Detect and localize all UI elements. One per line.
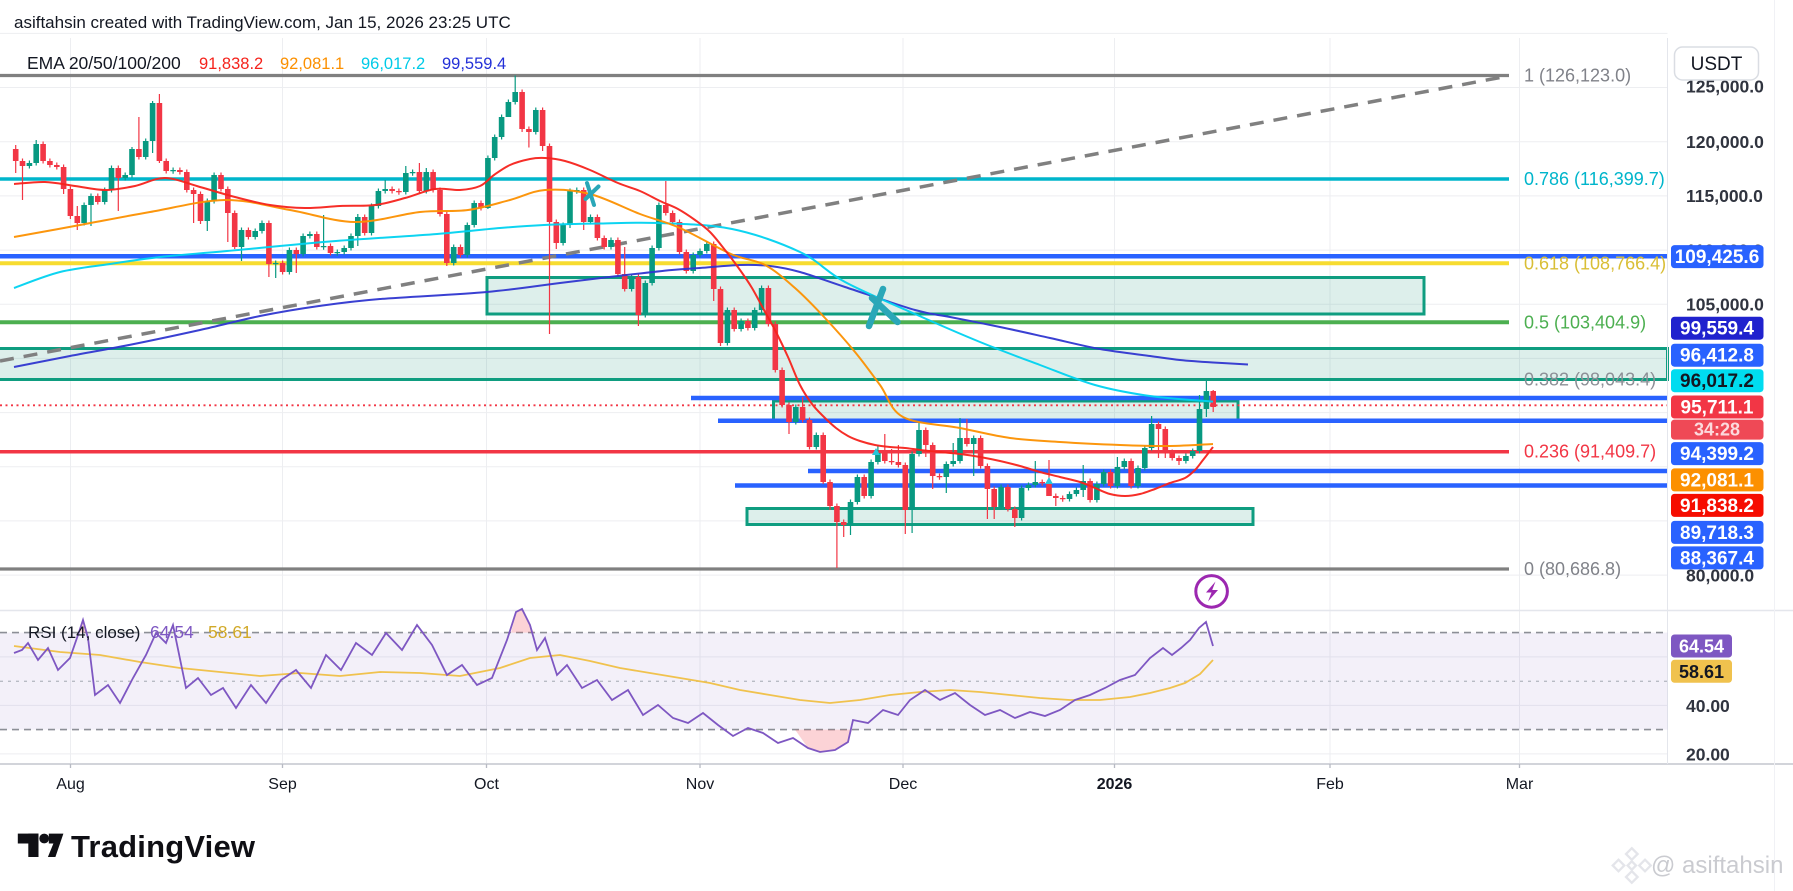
svg-text:58.61: 58.61 <box>208 622 252 642</box>
svg-text:20.00: 20.00 <box>1686 744 1730 764</box>
svg-text:Sep: Sep <box>268 776 297 793</box>
svg-text:1 (126,123.0): 1 (126,123.0) <box>1524 66 1631 86</box>
svg-text:RSI (14, close): RSI (14, close) <box>28 623 140 642</box>
svg-text:109,425.6: 109,425.6 <box>1675 247 1760 268</box>
svg-text:34:28: 34:28 <box>1694 420 1740 440</box>
svg-text:91,838.2: 91,838.2 <box>1680 496 1754 517</box>
svg-text:2026: 2026 <box>1097 776 1133 793</box>
svg-text:95,711.1: 95,711.1 <box>1681 398 1754 419</box>
svg-text:EMA 20/50/100/200: EMA 20/50/100/200 <box>27 53 181 73</box>
svg-text:0.5 (103,404.9): 0.5 (103,404.9) <box>1524 312 1646 332</box>
svg-text:99,559.4: 99,559.4 <box>442 55 506 73</box>
svg-text:94,399.2: 94,399.2 <box>1680 444 1754 465</box>
svg-text:0 (80,686.8): 0 (80,686.8) <box>1524 559 1621 579</box>
svg-text:64.54: 64.54 <box>150 622 194 642</box>
svg-text:Feb: Feb <box>1316 776 1344 793</box>
svg-text:USDT: USDT <box>1691 54 1743 75</box>
svg-text:125,000.0: 125,000.0 <box>1686 77 1764 97</box>
svg-text:89,718.3: 89,718.3 <box>1680 523 1754 544</box>
svg-text:115,000.0: 115,000.0 <box>1686 186 1763 206</box>
svg-text:92,081.1: 92,081.1 <box>1680 470 1754 491</box>
svg-text:0.382 (98,043.4): 0.382 (98,043.4) <box>1524 369 1656 389</box>
svg-text:58.61: 58.61 <box>1679 662 1724 682</box>
svg-text:TradingView: TradingView <box>71 829 256 864</box>
svg-text:96,412.8: 96,412.8 <box>1680 346 1754 367</box>
svg-text:105,000.0: 105,000.0 <box>1686 295 1764 315</box>
svg-text:@ asiftahsin: @ asiftahsin <box>1651 852 1783 879</box>
svg-text:asiftahsin created with Tradin: asiftahsin created with TradingView.com,… <box>14 13 511 32</box>
svg-text:64.54: 64.54 <box>1679 637 1724 657</box>
svg-text:99,559.4: 99,559.4 <box>1680 319 1754 340</box>
svg-text:120,000.0: 120,000.0 <box>1686 132 1764 152</box>
svg-text:Oct: Oct <box>474 776 499 793</box>
svg-text:Aug: Aug <box>56 776 84 793</box>
svg-text:91,838.2: 91,838.2 <box>199 55 263 73</box>
svg-text:92,081.1: 92,081.1 <box>280 55 344 73</box>
svg-text:88,367.4: 88,367.4 <box>1680 548 1754 569</box>
svg-text:0.786 (116,399.7): 0.786 (116,399.7) <box>1524 169 1665 189</box>
svg-text:Nov: Nov <box>686 776 714 793</box>
svg-text:96,017.2: 96,017.2 <box>1680 371 1754 392</box>
svg-text:0.236 (91,409.7): 0.236 (91,409.7) <box>1524 442 1656 462</box>
svg-text:40.00: 40.00 <box>1686 696 1730 716</box>
svg-text:Mar: Mar <box>1506 776 1534 793</box>
svg-text:96,017.2: 96,017.2 <box>361 55 425 73</box>
svg-text:80,000.0: 80,000.0 <box>1686 566 1754 586</box>
svg-text:0.618 (108,766.4): 0.618 (108,766.4) <box>1524 253 1666 273</box>
svg-text:Dec: Dec <box>889 776 917 793</box>
